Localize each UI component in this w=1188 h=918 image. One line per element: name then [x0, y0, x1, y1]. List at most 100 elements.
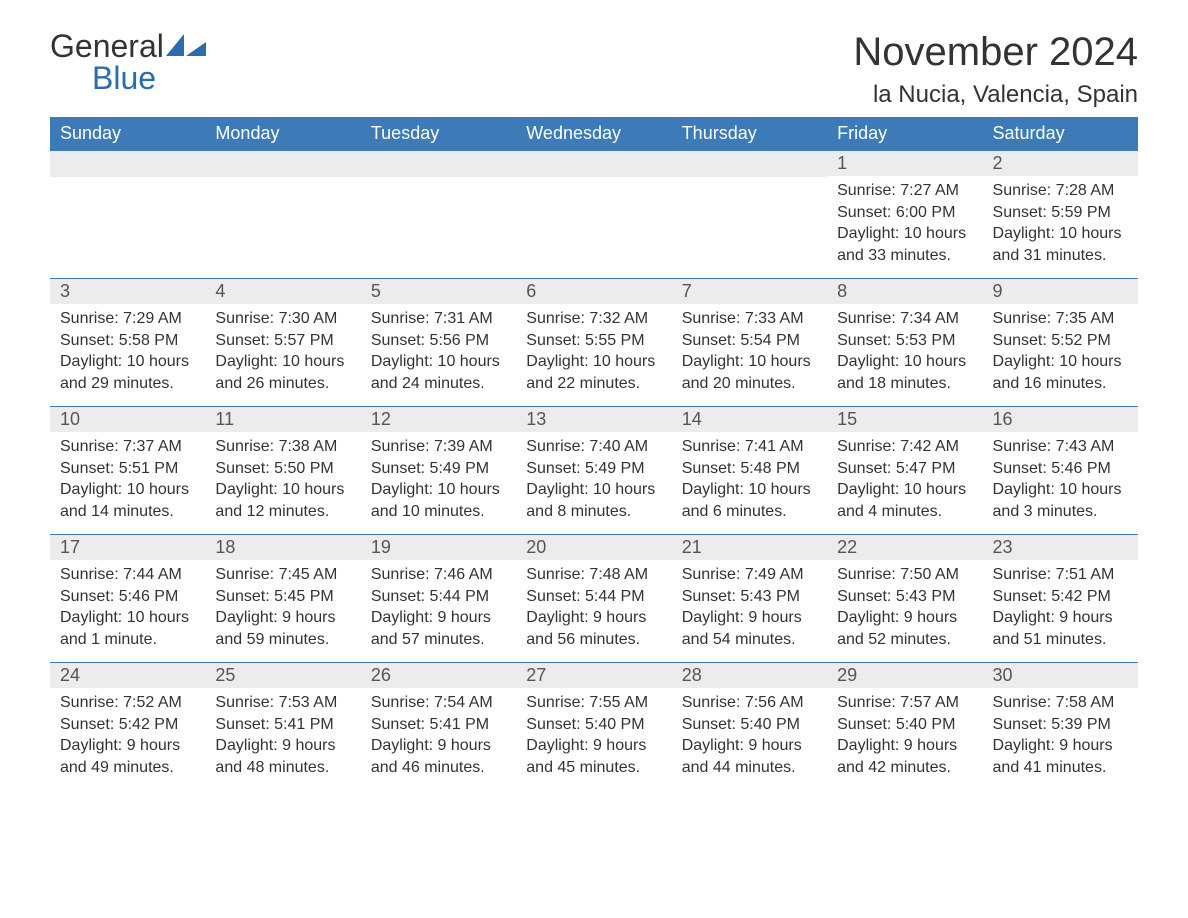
- calendar-day-cell: 20Sunrise: 7:48 AMSunset: 5:44 PMDayligh…: [516, 535, 671, 663]
- sunrise-text: Sunrise: 7:35 AM: [993, 308, 1128, 330]
- daylight-text: Daylight: 9 hours and 41 minutes.: [993, 735, 1128, 778]
- sunset-text: Sunset: 5:56 PM: [371, 330, 506, 352]
- calendar-day-cell: 7Sunrise: 7:33 AMSunset: 5:54 PMDaylight…: [672, 279, 827, 407]
- sunrise-text: Sunrise: 7:53 AM: [215, 692, 350, 714]
- sunset-text: Sunset: 6:00 PM: [837, 202, 972, 224]
- calendar-day-cell: 3Sunrise: 7:29 AMSunset: 5:58 PMDaylight…: [50, 279, 205, 407]
- day-body: Sunrise: 7:44 AMSunset: 5:46 PMDaylight:…: [50, 560, 205, 658]
- day-body: Sunrise: 7:42 AMSunset: 5:47 PMDaylight:…: [827, 432, 982, 530]
- day-body: Sunrise: 7:41 AMSunset: 5:48 PMDaylight:…: [672, 432, 827, 530]
- sunset-text: Sunset: 5:51 PM: [60, 458, 195, 480]
- sunset-text: Sunset: 5:49 PM: [371, 458, 506, 480]
- day-body: Sunrise: 7:53 AMSunset: 5:41 PMDaylight:…: [205, 688, 360, 786]
- daylight-text: Daylight: 10 hours and 8 minutes.: [526, 479, 661, 522]
- sunrise-text: Sunrise: 7:57 AM: [837, 692, 972, 714]
- sunset-text: Sunset: 5:39 PM: [993, 714, 1128, 736]
- sunrise-text: Sunrise: 7:49 AM: [682, 564, 817, 586]
- day-number: 8: [827, 279, 982, 304]
- day-header-row: Sunday Monday Tuesday Wednesday Thursday…: [50, 117, 1138, 151]
- daylight-text: Daylight: 10 hours and 4 minutes.: [837, 479, 972, 522]
- day-body: Sunrise: 7:34 AMSunset: 5:53 PMDaylight:…: [827, 304, 982, 402]
- sunset-text: Sunset: 5:46 PM: [993, 458, 1128, 480]
- day-number: 26: [361, 663, 516, 688]
- daylight-text: Daylight: 9 hours and 57 minutes.: [371, 607, 506, 650]
- day-body: Sunrise: 7:29 AMSunset: 5:58 PMDaylight:…: [50, 304, 205, 402]
- day-body: Sunrise: 7:32 AMSunset: 5:55 PMDaylight:…: [516, 304, 671, 402]
- day-number: [516, 151, 671, 177]
- daylight-text: Daylight: 9 hours and 51 minutes.: [993, 607, 1128, 650]
- calendar-day-cell: 25Sunrise: 7:53 AMSunset: 5:41 PMDayligh…: [205, 663, 360, 791]
- calendar-day-cell: 12Sunrise: 7:39 AMSunset: 5:49 PMDayligh…: [361, 407, 516, 535]
- daylight-text: Daylight: 9 hours and 52 minutes.: [837, 607, 972, 650]
- day-body: Sunrise: 7:57 AMSunset: 5:40 PMDaylight:…: [827, 688, 982, 786]
- sunset-text: Sunset: 5:43 PM: [682, 586, 817, 608]
- calendar-day-cell: 1Sunrise: 7:27 AMSunset: 6:00 PMDaylight…: [827, 151, 982, 279]
- sunrise-text: Sunrise: 7:55 AM: [526, 692, 661, 714]
- daylight-text: Daylight: 10 hours and 33 minutes.: [837, 223, 972, 266]
- sunset-text: Sunset: 5:41 PM: [371, 714, 506, 736]
- day-body: Sunrise: 7:55 AMSunset: 5:40 PMDaylight:…: [516, 688, 671, 786]
- calendar-day-cell: 6Sunrise: 7:32 AMSunset: 5:55 PMDaylight…: [516, 279, 671, 407]
- sunset-text: Sunset: 5:46 PM: [60, 586, 195, 608]
- day-number: 14: [672, 407, 827, 432]
- day-number: [361, 151, 516, 177]
- calendar-day-cell: 14Sunrise: 7:41 AMSunset: 5:48 PMDayligh…: [672, 407, 827, 535]
- sunrise-text: Sunrise: 7:50 AM: [837, 564, 972, 586]
- daylight-text: Daylight: 9 hours and 54 minutes.: [682, 607, 817, 650]
- sunrise-text: Sunrise: 7:32 AM: [526, 308, 661, 330]
- calendar-day-cell: [516, 151, 671, 279]
- sunrise-text: Sunrise: 7:38 AM: [215, 436, 350, 458]
- sunrise-text: Sunrise: 7:39 AM: [371, 436, 506, 458]
- daylight-text: Daylight: 10 hours and 24 minutes.: [371, 351, 506, 394]
- daylight-text: Daylight: 10 hours and 20 minutes.: [682, 351, 817, 394]
- day-number: [205, 151, 360, 177]
- day-body: Sunrise: 7:49 AMSunset: 5:43 PMDaylight:…: [672, 560, 827, 658]
- calendar-day-cell: 29Sunrise: 7:57 AMSunset: 5:40 PMDayligh…: [827, 663, 982, 791]
- daylight-text: Daylight: 9 hours and 59 minutes.: [215, 607, 350, 650]
- day-body: Sunrise: 7:30 AMSunset: 5:57 PMDaylight:…: [205, 304, 360, 402]
- title-block: November 2024 la Nucia, Valencia, Spain: [853, 30, 1138, 109]
- daylight-text: Daylight: 10 hours and 18 minutes.: [837, 351, 972, 394]
- day-body: Sunrise: 7:38 AMSunset: 5:50 PMDaylight:…: [205, 432, 360, 530]
- day-number: 17: [50, 535, 205, 560]
- sunrise-text: Sunrise: 7:44 AM: [60, 564, 195, 586]
- day-number: 1: [827, 151, 982, 176]
- daylight-text: Daylight: 9 hours and 45 minutes.: [526, 735, 661, 778]
- day-number: 15: [827, 407, 982, 432]
- sunset-text: Sunset: 5:58 PM: [60, 330, 195, 352]
- daylight-text: Daylight: 10 hours and 16 minutes.: [993, 351, 1128, 394]
- daylight-text: Daylight: 10 hours and 10 minutes.: [371, 479, 506, 522]
- sunrise-text: Sunrise: 7:40 AM: [526, 436, 661, 458]
- day-number: 28: [672, 663, 827, 688]
- day-number: [672, 151, 827, 177]
- sunrise-text: Sunrise: 7:56 AM: [682, 692, 817, 714]
- day-number: 13: [516, 407, 671, 432]
- calendar-day-cell: 24Sunrise: 7:52 AMSunset: 5:42 PMDayligh…: [50, 663, 205, 791]
- sunrise-text: Sunrise: 7:30 AM: [215, 308, 350, 330]
- day-body: Sunrise: 7:46 AMSunset: 5:44 PMDaylight:…: [361, 560, 516, 658]
- sunset-text: Sunset: 5:45 PM: [215, 586, 350, 608]
- calendar-day-cell: 4Sunrise: 7:30 AMSunset: 5:57 PMDaylight…: [205, 279, 360, 407]
- page-header: General Blue November 2024 la Nucia, Val…: [50, 30, 1138, 109]
- logo-text-block: General Blue: [50, 30, 164, 94]
- day-number: 4: [205, 279, 360, 304]
- calendar-week-row: 24Sunrise: 7:52 AMSunset: 5:42 PMDayligh…: [50, 663, 1138, 791]
- logo-general: General: [50, 28, 164, 64]
- month-title: November 2024: [853, 30, 1138, 75]
- daylight-text: Daylight: 10 hours and 12 minutes.: [215, 479, 350, 522]
- calendar-day-cell: 15Sunrise: 7:42 AMSunset: 5:47 PMDayligh…: [827, 407, 982, 535]
- day-number: 7: [672, 279, 827, 304]
- logo-sail-icon: [166, 34, 206, 56]
- sunrise-text: Sunrise: 7:28 AM: [993, 180, 1128, 202]
- day-body: Sunrise: 7:40 AMSunset: 5:49 PMDaylight:…: [516, 432, 671, 530]
- calendar-day-cell: 10Sunrise: 7:37 AMSunset: 5:51 PMDayligh…: [50, 407, 205, 535]
- calendar-day-cell: 16Sunrise: 7:43 AMSunset: 5:46 PMDayligh…: [983, 407, 1138, 535]
- day-number: 20: [516, 535, 671, 560]
- daylight-text: Daylight: 10 hours and 29 minutes.: [60, 351, 195, 394]
- calendar-week-row: 10Sunrise: 7:37 AMSunset: 5:51 PMDayligh…: [50, 407, 1138, 535]
- calendar-day-cell: 28Sunrise: 7:56 AMSunset: 5:40 PMDayligh…: [672, 663, 827, 791]
- day-number: 5: [361, 279, 516, 304]
- calendar-week-row: 3Sunrise: 7:29 AMSunset: 5:58 PMDaylight…: [50, 279, 1138, 407]
- calendar-day-cell: 22Sunrise: 7:50 AMSunset: 5:43 PMDayligh…: [827, 535, 982, 663]
- sunrise-text: Sunrise: 7:46 AM: [371, 564, 506, 586]
